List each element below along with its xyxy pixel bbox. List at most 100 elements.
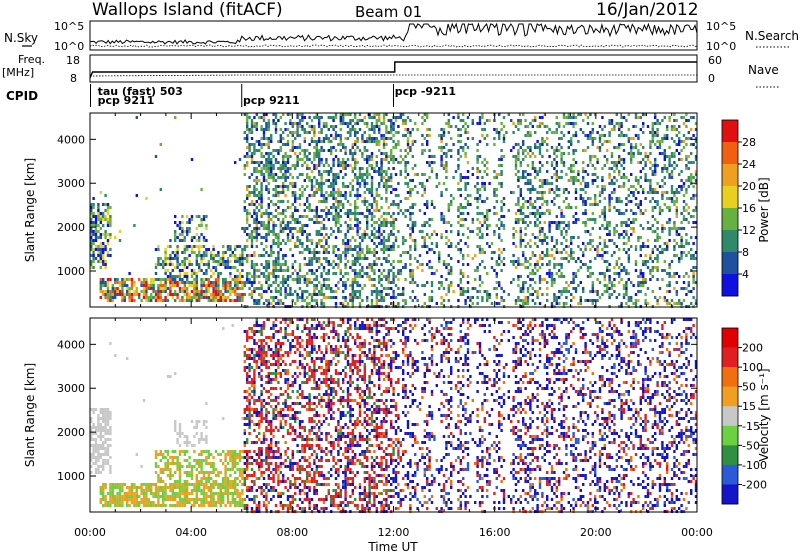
power-cell [649,200,651,203]
power-cell [644,176,646,179]
power-cell [412,203,414,206]
power-cell [450,281,452,284]
power-cell [277,212,279,215]
power-cell [107,290,109,293]
power-cell [568,131,570,134]
power-cell [229,266,231,269]
power-cell [304,248,306,251]
power-cell [275,173,277,176]
power-cell [328,185,330,188]
power-cell [404,209,406,212]
power-cell [306,131,308,134]
power-cell [613,176,615,179]
power-cell [92,230,94,233]
power-cell [366,272,368,275]
power-cell [486,161,488,164]
power-cell [438,254,440,257]
power-cell [450,203,452,206]
power-cell [623,242,625,245]
power-cell [683,194,685,197]
power-cell [306,281,308,284]
power-cell [404,263,406,266]
power-cell [661,167,663,170]
power-cell [320,290,322,293]
power-cell [560,293,562,296]
power-cell [143,296,145,299]
power-cell [92,257,94,260]
power-cell [642,281,644,284]
power-cell [426,203,428,206]
power-cell [200,260,202,263]
power-cell [385,293,387,296]
power-cell [292,140,294,143]
power-cell [392,296,394,299]
power-cell [251,128,253,131]
power-cell [196,296,198,299]
power-cell [529,221,531,224]
power-cell [277,176,279,179]
power-cell [287,278,289,281]
power-cell [229,287,231,290]
power-cell [476,218,478,221]
power-cell [520,164,522,167]
power-cell [388,245,390,248]
power-cell [366,176,368,179]
power-cell [426,251,428,254]
power-cell [640,284,642,287]
power-cell [383,296,385,299]
power-cell [630,137,632,140]
power-cell [683,227,685,230]
power-cell [311,170,313,173]
power-cell [426,206,428,209]
power-cell [457,152,459,155]
power-cell [239,275,241,278]
power-cell [666,302,668,305]
power-cell [311,137,313,140]
power-cell [328,284,330,287]
power-cell [656,278,658,281]
power-cell [380,122,382,125]
power-cell [608,233,610,236]
power-cell [457,182,459,185]
power-cell [174,275,176,278]
power-cell [556,179,558,182]
power-cell [349,203,351,206]
power-cell [268,167,270,170]
power-cell [268,266,270,269]
power-cell [584,170,586,173]
power-cell [390,128,392,131]
power-cell [208,287,210,290]
power-cell [311,242,313,245]
power-cell [402,122,404,125]
power-cell [491,266,493,269]
power-cell [306,224,308,227]
power-cell [246,233,248,236]
power-cell [188,281,190,284]
power-cell [318,140,320,143]
power-cell [500,251,502,254]
power-cell [349,239,351,242]
power-cell [342,296,344,299]
power-cell [424,203,426,206]
power-cell [340,209,342,212]
power-cell [368,278,370,281]
power-cell [224,281,226,284]
power-cell [580,197,582,200]
power-cell [433,272,435,275]
power-cell [275,278,277,281]
power-cell [467,131,469,134]
power-cell [467,212,469,215]
y-tick-label: 2000 [57,221,85,234]
power-cell [397,272,399,275]
power-cell [532,203,534,206]
power-cell [323,140,325,143]
power-cell [268,203,270,206]
power-cell [577,284,579,287]
power-cell [392,245,394,248]
power-cell [263,179,265,182]
power-cell [618,257,620,260]
power-cell [354,206,356,209]
power-cell [251,245,253,248]
power-cell [448,290,450,293]
power-cell [644,161,646,164]
